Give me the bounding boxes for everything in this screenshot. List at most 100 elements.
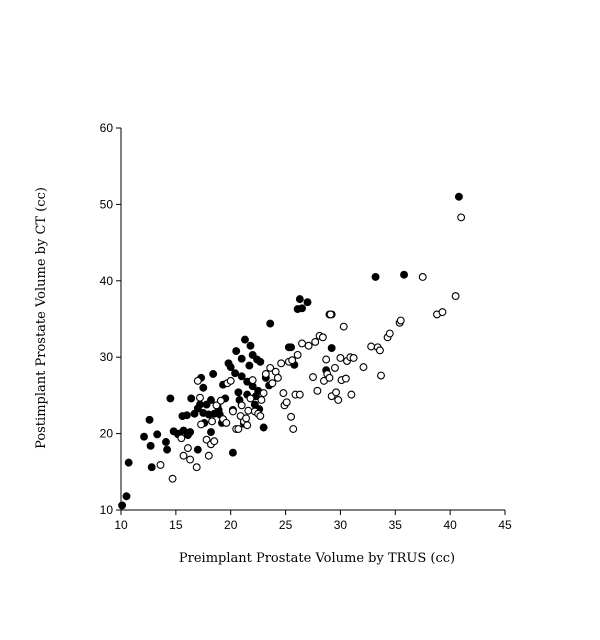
filled-data-point xyxy=(209,370,218,378)
filled-data-point xyxy=(232,347,241,356)
open-data-point xyxy=(179,451,188,460)
open-data-point xyxy=(332,388,340,397)
filled-data-point xyxy=(199,383,208,392)
filled-data-point xyxy=(287,343,296,352)
axes xyxy=(120,128,505,511)
x-tick-label: 10 xyxy=(114,518,128,532)
open-data-point xyxy=(322,355,331,364)
filled-data-point xyxy=(228,448,237,457)
open-data-point xyxy=(248,376,257,385)
filled-data-point xyxy=(153,430,162,439)
filled-data-point xyxy=(231,369,240,378)
filled-data-point xyxy=(303,298,312,307)
x-axis-title: Preimplant Prostate Volume by TRUS (cc) xyxy=(179,551,455,566)
y-tick-label: 50 xyxy=(100,197,114,211)
open-data-point xyxy=(183,444,192,453)
open-data-point xyxy=(216,396,225,405)
x-tick-label: 45 xyxy=(498,518,512,532)
open-data-point xyxy=(261,370,270,378)
open-data-point xyxy=(339,322,348,331)
open-data-point xyxy=(385,329,394,338)
filled-data-point xyxy=(266,319,275,328)
filled-data-point xyxy=(454,192,463,201)
x-tick-label: 35 xyxy=(389,518,403,532)
open-data-point xyxy=(367,342,376,351)
filled-data-point xyxy=(246,341,255,350)
filled-data-point xyxy=(226,363,235,372)
open-data-point xyxy=(282,398,291,407)
open-data-point xyxy=(325,373,334,382)
open-data-point xyxy=(318,333,327,342)
x-tick-label: 40 xyxy=(443,518,457,532)
open-data-point xyxy=(295,390,304,399)
open-data-point xyxy=(204,451,213,460)
open-data-point xyxy=(234,425,243,433)
open-data-point xyxy=(243,421,252,430)
open-data-point xyxy=(293,350,302,359)
open-data-point xyxy=(177,434,186,443)
open-data-point xyxy=(266,363,275,372)
x-axis-ticks: 10 15 20 25 30 35 40 45 xyxy=(114,510,512,532)
open-data-point xyxy=(287,412,296,421)
open-data-point xyxy=(208,417,217,426)
filled-data-point xyxy=(237,372,246,381)
open-data-point xyxy=(193,376,202,385)
filled-data-point xyxy=(147,463,156,472)
filled-data-point xyxy=(298,304,306,313)
open-data-point xyxy=(257,396,266,404)
open-data-point xyxy=(334,396,343,404)
open-data-point xyxy=(311,337,320,346)
filled-data-point xyxy=(237,354,246,363)
open-data-point xyxy=(377,371,385,380)
open-data-point xyxy=(226,376,235,385)
open-data-point xyxy=(309,373,317,382)
x-tick-label: 25 xyxy=(279,518,293,532)
filled-data-point xyxy=(182,411,191,420)
open-data-point xyxy=(298,339,306,348)
y-axis-title: Postimplant Prostate Volume by CT (cc) xyxy=(34,187,49,449)
filled-data-point xyxy=(295,295,304,304)
open-data-point xyxy=(396,316,405,325)
data-points xyxy=(118,192,466,510)
y-tick-label: 40 xyxy=(100,274,114,288)
open-data-point xyxy=(288,356,297,365)
open-data-point xyxy=(237,401,246,410)
x-tick-label: 20 xyxy=(224,518,238,532)
open-data-point xyxy=(375,346,384,355)
filled-data-point xyxy=(234,388,243,397)
open-data-point xyxy=(451,292,460,301)
open-data-point xyxy=(186,455,195,464)
x-tick-label: 15 xyxy=(169,518,183,532)
open-data-point xyxy=(256,412,265,420)
filled-data-point xyxy=(241,335,249,344)
filled-data-point xyxy=(400,270,409,279)
open-data-point xyxy=(304,341,313,350)
x-tick-label: 30 xyxy=(334,518,348,532)
filled-data-point xyxy=(196,400,204,409)
filled-data-point xyxy=(327,344,336,352)
open-data-point xyxy=(438,308,447,317)
filled-data-point xyxy=(140,432,148,441)
y-tick-label: 20 xyxy=(100,427,114,441)
filled-data-point xyxy=(207,428,215,437)
filled-data-point xyxy=(245,361,254,370)
filled-data-point xyxy=(122,492,131,501)
open-data-point xyxy=(192,463,201,472)
y-tick-label: 60 xyxy=(100,121,114,135)
y-tick-label: 10 xyxy=(100,503,114,517)
open-data-point xyxy=(347,390,356,399)
open-data-point xyxy=(418,273,427,281)
open-data-point xyxy=(197,420,206,429)
filled-data-point xyxy=(187,394,196,403)
filled-data-point xyxy=(371,273,380,281)
open-data-point xyxy=(359,363,368,372)
open-data-point xyxy=(336,354,345,362)
open-data-point xyxy=(168,474,177,483)
y-tick-label: 30 xyxy=(100,350,114,364)
filled-data-point xyxy=(162,438,170,446)
open-data-point xyxy=(277,359,286,368)
open-data-point xyxy=(246,394,255,403)
open-data-point xyxy=(349,354,358,362)
open-data-point xyxy=(273,373,282,382)
